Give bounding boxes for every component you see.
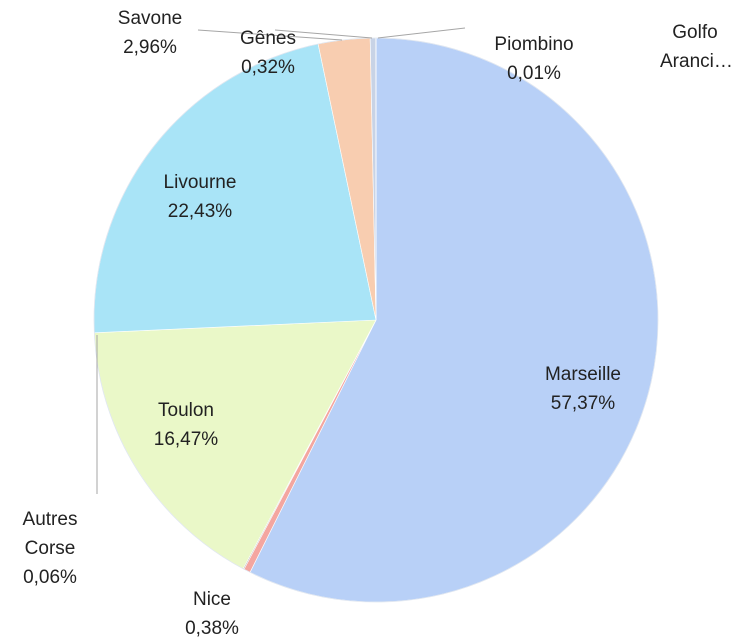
category-label: Gênes <box>223 24 313 53</box>
category-label: Piombino <box>484 30 584 59</box>
category-label: Golfo Aranci… <box>660 18 730 76</box>
value-label: 0,38% <box>172 614 252 643</box>
category-label: Autres Corse <box>10 505 90 563</box>
value-label: 0,01% <box>484 59 584 88</box>
slice-label: Golfo Aranci… <box>660 18 730 76</box>
category-label: Marseille <box>513 360 653 389</box>
value-label: 22,43% <box>145 197 255 226</box>
category-label: Toulon <box>136 396 236 425</box>
category-label: Nice <box>172 585 252 614</box>
category-label: Savone <box>105 4 195 33</box>
value-label: 57,37% <box>513 389 653 418</box>
value-label: 2,96% <box>105 33 195 62</box>
value-label: 0,32% <box>223 53 313 82</box>
category-label: Livourne <box>145 168 255 197</box>
value-label: 16,47% <box>136 425 236 454</box>
leader-line <box>378 28 465 38</box>
value-label: 0,06% <box>10 563 90 592</box>
